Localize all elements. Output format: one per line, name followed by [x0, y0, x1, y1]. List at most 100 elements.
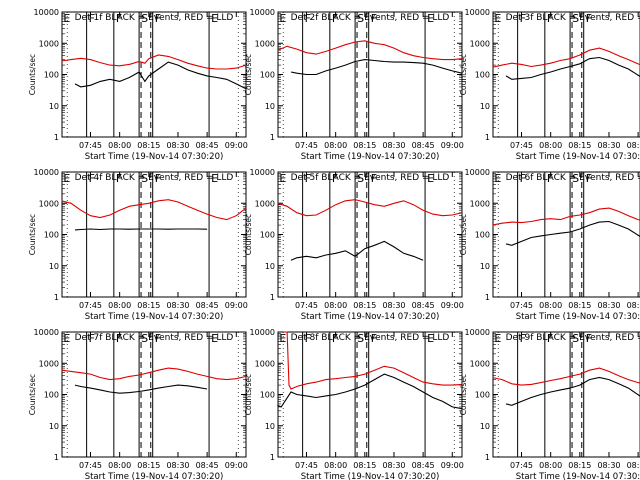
plot-frame — [61, 171, 247, 298]
y-tick-label: 1 — [485, 453, 490, 462]
y-axis-label: Counts/sec — [244, 54, 253, 95]
chart-panel-9: EFFSFE11010010001000007:4508:0008:1508:3… — [459, 328, 640, 480]
y-tick-label: 100 — [44, 231, 59, 240]
marker-label: F — [371, 12, 377, 25]
x-tick-label: 08:30 — [166, 461, 189, 470]
x-tick-label: 08:00 — [108, 461, 131, 470]
x-tick-label: 08:45 — [412, 461, 435, 470]
y-axis-label: Counts/sec — [244, 214, 253, 255]
y-tick-label: 1 — [54, 453, 59, 462]
y-tick-label: 1000 — [39, 359, 59, 368]
lld-series-line — [492, 207, 640, 226]
marker-label: F — [305, 332, 311, 345]
x-tick-label: 07:45 — [79, 141, 102, 150]
x-tick-label: 08:45 — [412, 141, 435, 150]
x-tick-label: 08:15 — [568, 301, 591, 310]
lld-series-line — [61, 367, 247, 381]
x-tick-label: 08:30 — [166, 141, 189, 150]
plot-frame — [61, 11, 247, 138]
chart-panel-6: EFFSFE11010010001000007:4508:0008:1508:3… — [459, 168, 640, 322]
x-tick-label: 07:45 — [295, 301, 318, 310]
x-axis-label: Start Time (19-Nov-14 07:30:20) — [516, 472, 640, 480]
marker-label: F — [89, 172, 95, 185]
y-tick-label: 10 — [265, 262, 275, 271]
chart-title: Det 4f BLACK = Events, RED = LLD — [75, 173, 234, 183]
marker-label: F — [155, 172, 161, 185]
x-tick-label: 07:45 — [510, 141, 533, 150]
x-tick-label: 08:15 — [353, 301, 376, 310]
x-axis-label: Start Time (19-Nov-14 07:30:20) — [85, 472, 224, 480]
y-tick-label: 10000 — [34, 8, 59, 17]
x-tick-label: 09:00 — [441, 301, 464, 310]
y-tick-label: 10000 — [465, 8, 490, 17]
x-tick-label: 08:15 — [137, 141, 160, 150]
marker-label: E — [63, 332, 70, 345]
marker-label: S — [141, 12, 148, 25]
marker-label: F — [520, 172, 526, 185]
y-tick-label: 1 — [485, 133, 490, 142]
marker-label: F — [547, 332, 553, 345]
chart-title: Det 9f BLACK = Events, RED = LLD — [506, 333, 640, 343]
y-axis-label: Counts/sec — [459, 54, 468, 95]
marker-label: F — [547, 12, 553, 25]
y-tick-label: 1 — [270, 133, 275, 142]
events-series-line — [290, 240, 424, 261]
marker-label: E — [211, 12, 218, 25]
x-axis-label: Start Time (19-Nov-14 07:30:20) — [85, 312, 224, 322]
y-tick-label: 1000 — [255, 39, 275, 48]
x-tick-label: 08:45 — [196, 141, 219, 150]
y-tick-label: 1000 — [470, 359, 490, 368]
y-tick-label: 10 — [49, 102, 59, 111]
chart-title: Det 8f BLACK = Events, RED = LLD — [291, 333, 450, 343]
plot-frame — [277, 171, 463, 298]
marker-label: F — [155, 12, 161, 25]
x-tick-label: 08:45 — [627, 461, 640, 470]
x-tick-label: 08:30 — [382, 301, 405, 310]
x-tick-label: 09:00 — [225, 461, 248, 470]
y-tick-label: 10 — [265, 422, 275, 431]
y-tick-label: 1000 — [39, 199, 59, 208]
x-tick-label: 08:00 — [539, 461, 562, 470]
y-tick-label: 1000 — [39, 39, 59, 48]
x-tick-label: 09:00 — [225, 301, 248, 310]
marker-label: F — [371, 172, 377, 185]
marker-label: E — [211, 172, 218, 185]
x-tick-label: 07:45 — [510, 301, 533, 310]
plot-frame — [61, 331, 247, 458]
marker-label: F — [371, 332, 377, 345]
x-axis-label: Start Time (19-Nov-14 07:30:20) — [301, 312, 440, 322]
marker-label: S — [572, 12, 579, 25]
y-tick-label: 100 — [44, 391, 59, 400]
y-tick-label: 10000 — [250, 8, 275, 17]
x-tick-label: 08:45 — [412, 301, 435, 310]
x-axis-label: Start Time (19-Nov-14 07:30:20) — [85, 152, 224, 162]
lld-series-line — [492, 367, 640, 386]
events-series-line — [505, 56, 640, 80]
marker-label: S — [141, 172, 148, 185]
y-tick-label: 10000 — [34, 328, 59, 337]
marker-label: E — [279, 12, 286, 25]
y-tick-label: 100 — [475, 71, 490, 80]
x-tick-label: 08:45 — [627, 301, 640, 310]
events-series-line — [74, 228, 208, 231]
y-tick-label: 10000 — [250, 168, 275, 177]
lld-series-line — [492, 47, 640, 68]
y-tick-label: 10 — [480, 262, 490, 271]
marker-label: E — [63, 172, 70, 185]
y-tick-label: 1000 — [255, 199, 275, 208]
marker-label: F — [89, 12, 95, 25]
events-series-line — [505, 376, 640, 406]
x-tick-label: 08:15 — [353, 461, 376, 470]
y-axis-label: Counts/sec — [28, 214, 37, 255]
x-tick-label: 09:00 — [441, 461, 464, 470]
marker-label: S — [572, 332, 579, 345]
marker-label: E — [494, 172, 501, 185]
y-tick-label: 1000 — [470, 39, 490, 48]
y-tick-label: 1 — [270, 293, 275, 302]
x-tick-label: 08:15 — [353, 141, 376, 150]
x-tick-label: 08:30 — [382, 141, 405, 150]
x-tick-label: 08:00 — [108, 301, 131, 310]
marker-label: S — [357, 172, 364, 185]
y-tick-label: 100 — [260, 391, 275, 400]
